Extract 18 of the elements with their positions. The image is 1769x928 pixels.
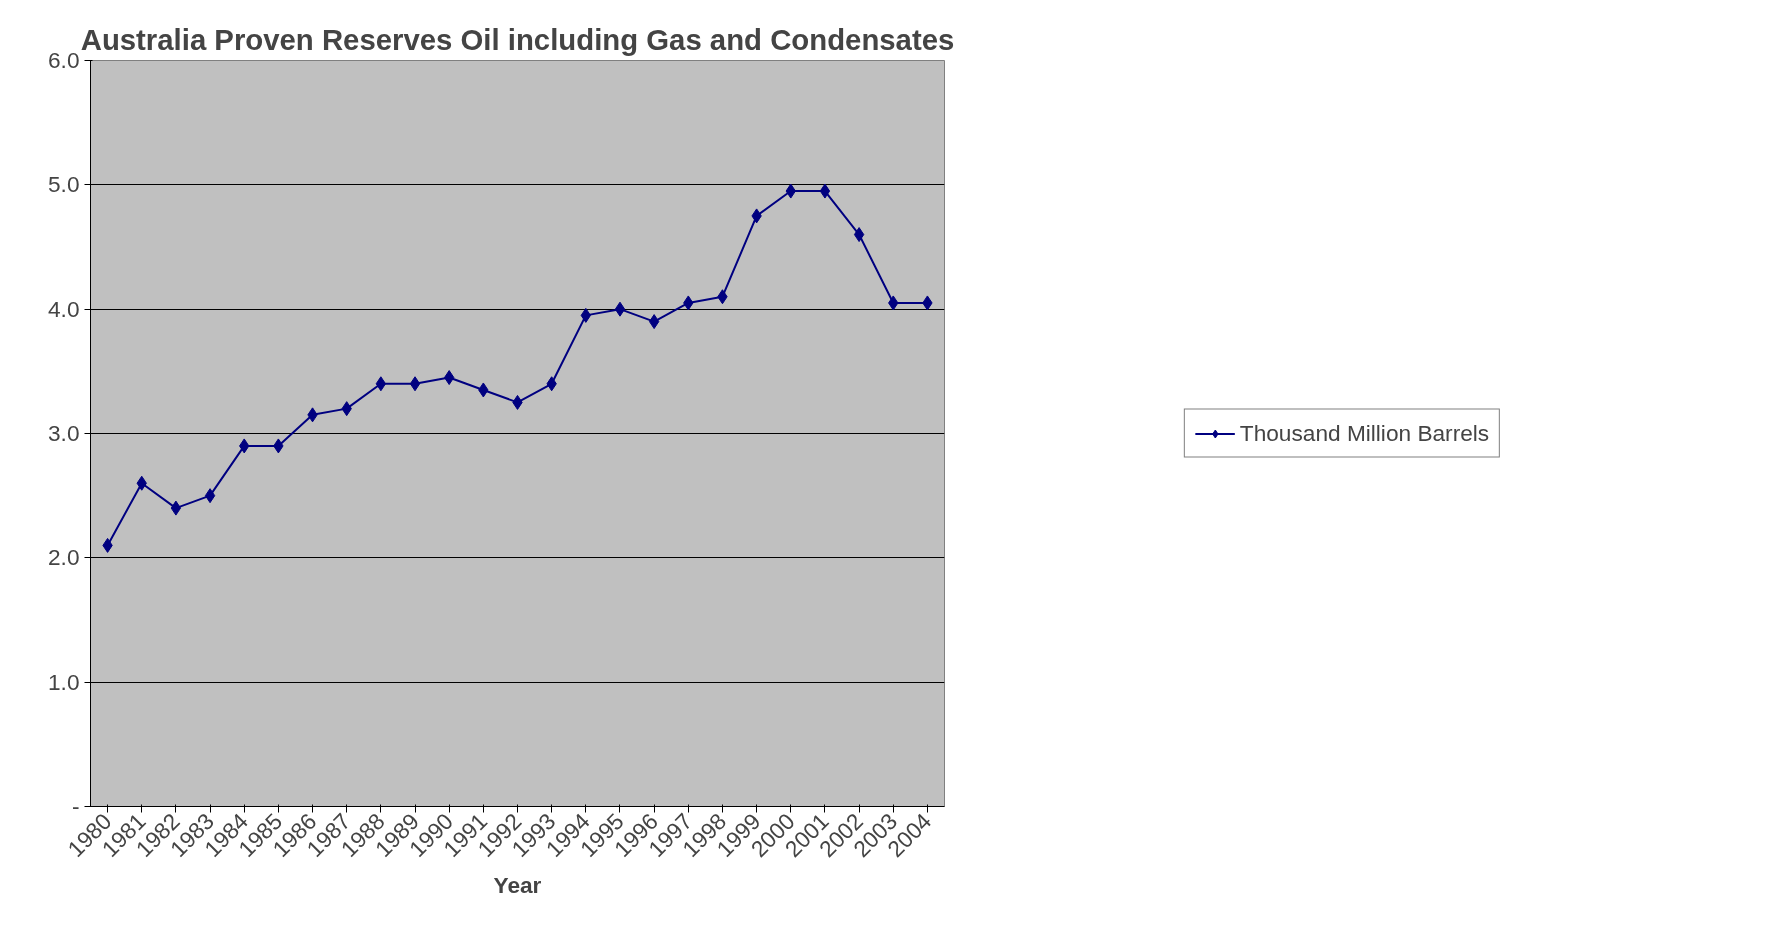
point xyxy=(648,314,660,330)
point xyxy=(204,488,216,504)
point xyxy=(409,376,421,392)
y-tick-label: 2.0 xyxy=(48,544,80,571)
y-tick-label: 6.0 xyxy=(48,47,80,73)
point xyxy=(170,500,182,516)
y-tick-label: - xyxy=(71,793,80,819)
x-axis-title: Year xyxy=(493,871,542,898)
point xyxy=(819,183,831,199)
y-tick-label: 5.0 xyxy=(48,171,80,198)
point xyxy=(614,301,626,317)
y-tick-label: 3.0 xyxy=(48,420,80,446)
legend-label: Thousand Million Barrels xyxy=(1239,419,1490,447)
point xyxy=(853,227,865,243)
y-tick-label: 4.0 xyxy=(48,295,80,322)
y-tick-label: 1.0 xyxy=(48,668,80,695)
chart-title: Australia Proven Reserves Oil including Gas and Condensates xyxy=(80,22,955,56)
point xyxy=(375,376,387,392)
